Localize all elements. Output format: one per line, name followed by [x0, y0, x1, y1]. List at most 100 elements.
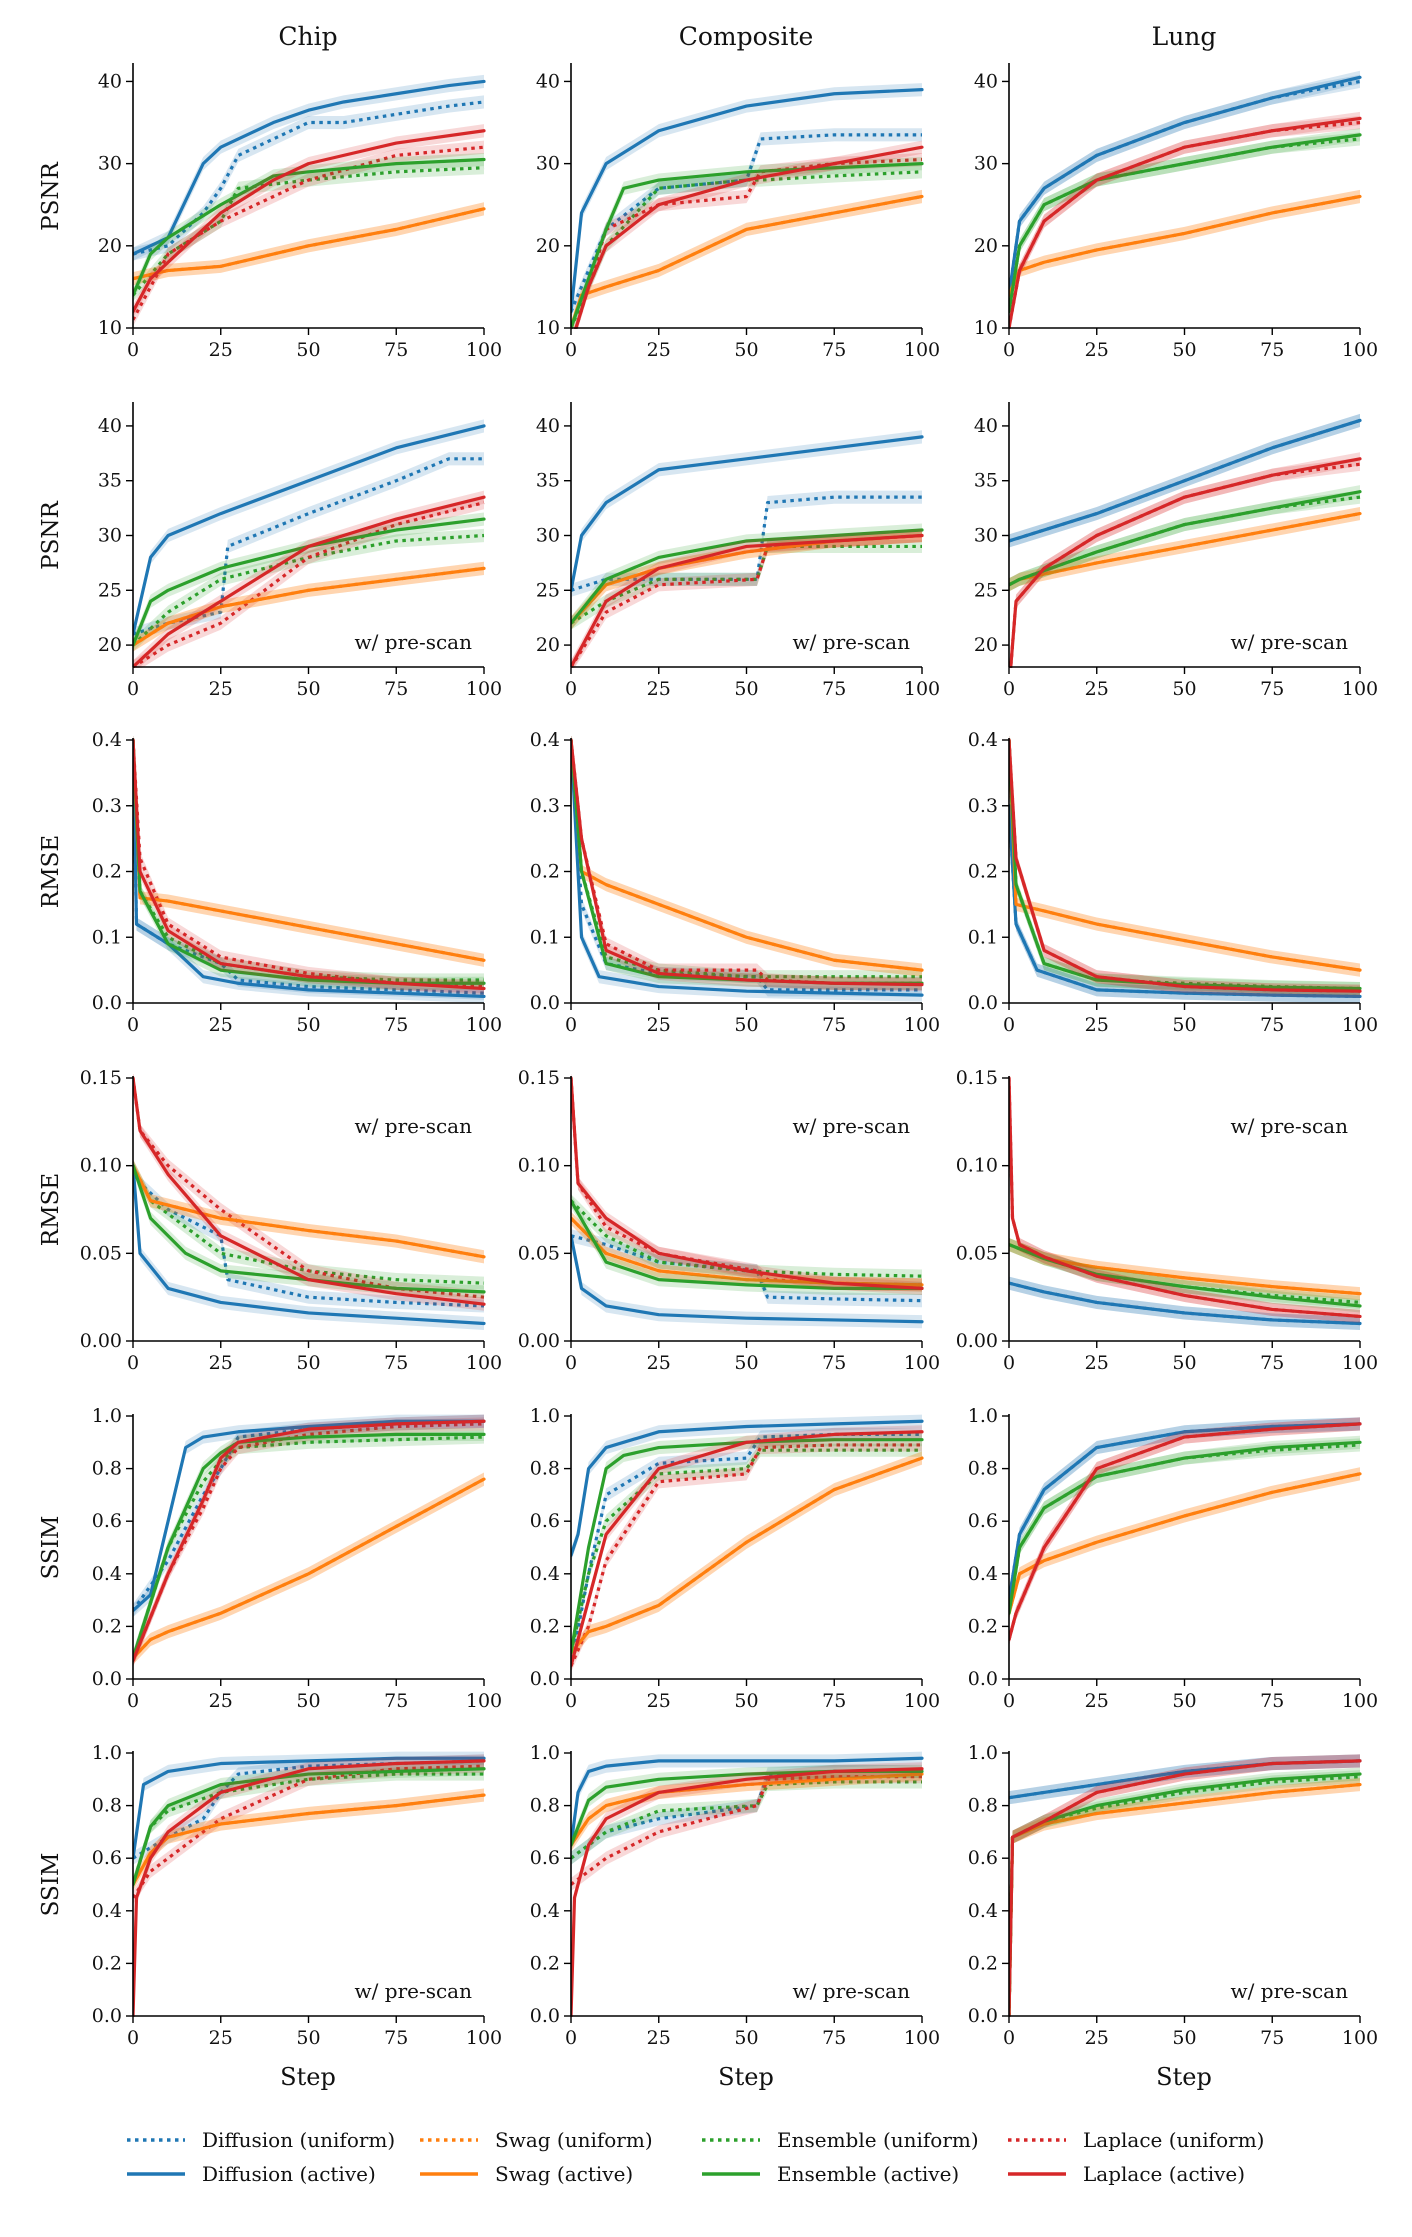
- panel-lung-psnr-w-pre-scan-line-diffusion-active: [1009, 418, 1362, 543]
- panel-chip-ssim-w-pre-scan: 0 25 50 75 100 0.0 0.2 0.4 0.6 0.8 1.0 SSIM w/ pre-s…: [38, 1742, 502, 2049]
- panel-composite-rmse-w-pre-scan-y-tick-label: 0.00: [518, 1330, 560, 1352]
- panel-composite-psnr-y-tick-label: 20: [536, 235, 560, 257]
- panel-lung-psnr-w-pre-scan-note: w/ pre-scan: [1231, 630, 1349, 654]
- panel-composite-rmse-w-pre-scan-y-tick-label: 0.10: [518, 1155, 560, 1177]
- panel-lung-ssim-line-diffusion-active: [1009, 1422, 1362, 1602]
- panel-chip-psnr-w-pre-scan-x-tick-label: 100: [466, 678, 502, 700]
- panel-lung-psnr-x-tick-label: 25: [1085, 339, 1109, 361]
- panel-lung-rmse-w-pre-scan-note: w/ pre-scan: [1231, 1114, 1349, 1138]
- panel-chip-rmse-y-tick-label: 0.0: [92, 992, 122, 1014]
- panel-chip-psnr-w-pre-scan-line-swag-active: [133, 566, 486, 647]
- panel-composite-ssim-y-tick-label: 0.0: [530, 1668, 560, 1690]
- panel-chip-psnr-w-pre-scan-y-axis-label: PSNR: [38, 500, 64, 569]
- panel-composite-ssim-w-pre-scan-band-laplace-uniform: [571, 1770, 922, 1892]
- panel-lung-rmse-x-tick-label: 25: [1085, 1014, 1109, 1036]
- panel-lung-psnr-w-pre-scan-band-swag-uniform: [1009, 507, 1360, 592]
- panel-chip-rmse-line-swag-active: [133, 738, 486, 962]
- panel-composite-rmse-w-pre-scan-band-diffusion-active: [571, 1229, 922, 1329]
- legend-item-laplace-uniform: Laplace (uniform): [1008, 2128, 1264, 2152]
- panel-lung-psnr-w-pre-scan-y-tick-label: 35: [974, 470, 998, 492]
- panel-chip-rmse-x-tick-label: 75: [384, 1014, 408, 1036]
- panel-composite-ssim-w-pre-scan-x-tick-label: 100: [904, 2027, 940, 2049]
- panel-chip-psnr-line-laplace-uniform: [133, 145, 485, 321]
- panel-chip-ssim-x-tick-label: 100: [466, 1690, 502, 1712]
- panel-chip-rmse-y-tick-label: 0.2: [92, 861, 122, 883]
- panel-chip-rmse: 0 25 50 75 100 0.0 0.1 0.2 0.3 0.4 RMSE: [38, 729, 502, 1036]
- legend-item-swag-uniform-label: Swag (uniform): [495, 2128, 653, 2152]
- panel-composite-psnr-w-pre-scan-band-diffusion-uniform: [571, 490, 922, 597]
- panel-lung-rmse-w-pre-scan-band-diffusion-uniform: [1009, 1276, 1360, 1331]
- panel-chip-ssim-x-tick-label: 50: [296, 1690, 320, 1712]
- panel-chip-rmse-line-laplace-active: [133, 738, 486, 991]
- legend-item-swag-active-label: Swag (active): [495, 2162, 633, 2186]
- panel-lung-ssim-x-tick-label: 50: [1172, 1690, 1196, 1712]
- panel-lung-ssim-line-swag-active: [1009, 1472, 1362, 1615]
- panel-lung-rmse-w-pre-scan-x-tick-label: 0: [1003, 1352, 1015, 1374]
- panel-lung-rmse-w-pre-scan-y-tick-label: 0.10: [956, 1155, 998, 1177]
- panel-chip-rmse-y-tick-label: 0.3: [92, 795, 122, 817]
- panel-lung-psnr-w-pre-scan-y-tick-label: 25: [974, 579, 998, 601]
- panel-composite-psnr-w-pre-scan-series: [571, 430, 924, 668]
- panel-composite-ssim-line-diffusion-active: [571, 1419, 924, 1557]
- panel-lung-psnr-w-pre-scan-y-tick-label: 20: [974, 634, 998, 656]
- panel-chip-rmse-w-pre-scan-y-axis-label: RMSE: [38, 1173, 64, 1246]
- panel-chip-rmse-w-pre-scan-band-laplace-uniform: [133, 1074, 484, 1304]
- panel-chip-psnr-band-swag-active: [133, 202, 484, 286]
- panel-lung-ssim-w-pre-scan-y-tick-label: 0.4: [968, 1900, 998, 1922]
- panel-lung-rmse-y-tick-label: 0.4: [968, 729, 998, 751]
- panel-lung-psnr-y-tick-label: 10: [974, 317, 998, 339]
- panel-chip-psnr-w-pre-scan-line-laplace-active: [133, 495, 486, 668]
- x-axis-label-composite: Step: [718, 2063, 774, 2091]
- panel-chip-ssim-x-tick-label: 75: [384, 1690, 408, 1712]
- panel-lung-ssim-w-pre-scan-x-tick-label: 25: [1085, 2027, 1109, 2049]
- panel-composite-ssim-w-pre-scan-y-tick-label: 1.0: [530, 1742, 560, 1764]
- panel-lung-psnr-w-pre-scan-x-tick-label: 50: [1172, 678, 1196, 700]
- panel-composite-ssim-line-ensemble-uniform: [571, 1448, 922, 1654]
- panel-chip-rmse-w-pre-scan-x-tick-label: 0: [127, 1352, 139, 1374]
- panel-chip-psnr-band-diffusion-uniform: [133, 95, 484, 261]
- panel-chip-ssim-w-pre-scan-y-tick-label: 0.8: [92, 1795, 122, 1817]
- panel-lung-ssim-x-tick-label: 75: [1260, 1690, 1284, 1712]
- panel-composite-rmse-x-tick-label: 0: [565, 1014, 577, 1036]
- panel-lung-ssim-line-laplace-active: [1009, 1422, 1362, 1642]
- panel-lung-rmse-w-pre-scan-x-tick-label: 25: [1085, 1352, 1109, 1374]
- panel-chip-ssim-w-pre-scan-x-tick-label: 0: [127, 2027, 139, 2049]
- panel-lung-rmse-w-pre-scan-series: [1009, 1074, 1362, 1331]
- panel-chip-rmse-w-pre-scan-line-swag-active: [133, 1164, 486, 1259]
- panel-composite-rmse-w-pre-scan-line-diffusion-active: [571, 1234, 924, 1324]
- panel-chip-rmse-w-pre-scan-line-ensemble-active: [133, 1164, 486, 1294]
- panel-chip-psnr-w-pre-scan-line-laplace-uniform: [133, 501, 485, 668]
- panel-lung-psnr-band-swag-active: [1009, 189, 1360, 302]
- panel-lung-psnr-x-tick-label: 75: [1260, 339, 1284, 361]
- panel-composite-ssim-line-ensemble-active: [571, 1438, 924, 1655]
- panel-lung-rmse-line-diffusion-active: [1009, 804, 1362, 999]
- panel-chip-ssim-line-ensemble-active: [133, 1432, 486, 1660]
- panel-chip-rmse-x-tick-label: 0: [127, 1014, 139, 1036]
- panel-chip-ssim-w-pre-scan-line-laplace-active: [133, 1759, 486, 2017]
- panel-composite-ssim-y-tick-label: 1.0: [530, 1405, 560, 1427]
- panel-chip-psnr-line-ensemble-uniform: [133, 166, 485, 297]
- panel-lung-ssim-w-pre-scan-x-tick-label: 0: [1003, 2027, 1015, 2049]
- column-title-chip: Chip: [278, 22, 337, 51]
- panel-chip-rmse-x-tick-label: 100: [466, 1014, 502, 1036]
- panel-chip-ssim-y-tick-label: 0.2: [92, 1615, 122, 1637]
- panel-composite-ssim-w-pre-scan-band-ensemble-uniform: [571, 1775, 922, 1865]
- panel-composite-psnr-line-diffusion-active: [571, 88, 924, 314]
- panel-chip-rmse-w-pre-scan-x-tick-label: 25: [209, 1352, 233, 1374]
- panel-chip-psnr-w-pre-scan-line-diffusion-active: [133, 424, 486, 636]
- panel-composite-ssim: 0 25 50 75 100 0.0 0.2 0.4 0.6 0.8 1.0: [530, 1405, 940, 1712]
- panel-lung-ssim-w-pre-scan-x-tick-label: 50: [1172, 2027, 1196, 2049]
- panel-composite-rmse-x-tick-label: 50: [734, 1014, 758, 1036]
- panel-composite-rmse-y-tick-label: 0.3: [530, 795, 560, 817]
- panel-composite-ssim-series: [571, 1414, 924, 1673]
- panel-chip-ssim-band-swag-active: [133, 1472, 484, 1665]
- panel-lung-ssim-w-pre-scan-x-tick-label: 100: [1342, 2027, 1378, 2049]
- panel-lung-rmse-w-pre-scan-band-swag-active: [1009, 1237, 1360, 1301]
- legend-item-swag-active: Swag (active): [420, 2162, 633, 2186]
- panel-composite-psnr-w-pre-scan-y-tick-label: 30: [536, 525, 560, 547]
- panel-composite-psnr-x-tick-label: 0: [565, 339, 577, 361]
- panel-composite-ssim-w-pre-scan-line-diffusion-active: [571, 1756, 924, 1847]
- panel-chip-ssim-x-tick-label: 0: [127, 1690, 139, 1712]
- panel-composite-rmse-x-tick-label: 25: [647, 1014, 671, 1036]
- panel-composite-ssim-y-tick-label: 0.6: [530, 1510, 560, 1532]
